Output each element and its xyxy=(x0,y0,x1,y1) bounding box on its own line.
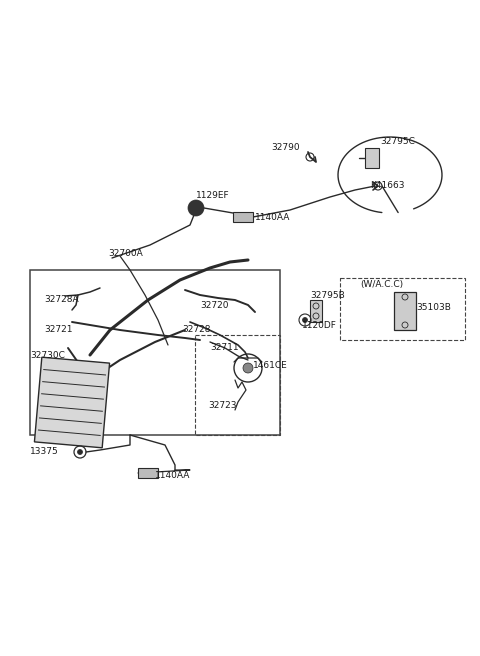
Bar xyxy=(35,358,109,448)
Circle shape xyxy=(77,449,83,455)
Text: 1140AA: 1140AA xyxy=(155,472,191,480)
Bar xyxy=(340,278,465,340)
Bar xyxy=(138,468,158,478)
Text: 32795C: 32795C xyxy=(380,138,415,146)
Bar xyxy=(30,270,280,435)
Text: 32728: 32728 xyxy=(182,325,211,335)
Text: 32721: 32721 xyxy=(44,325,72,335)
Bar xyxy=(394,292,416,330)
Text: 1120DF: 1120DF xyxy=(302,321,337,329)
Text: 1140AA: 1140AA xyxy=(255,213,290,222)
Text: 32790: 32790 xyxy=(271,144,300,152)
Text: 32795B: 32795B xyxy=(310,291,345,300)
Bar xyxy=(195,335,280,435)
Text: 1129EF: 1129EF xyxy=(196,190,229,199)
Text: 32723: 32723 xyxy=(208,401,237,409)
Text: 32728A: 32728A xyxy=(44,295,79,304)
Circle shape xyxy=(188,200,204,216)
Text: 35103B: 35103B xyxy=(416,302,451,312)
Text: (W/A.C.C): (W/A.C.C) xyxy=(360,281,403,289)
Bar xyxy=(233,212,253,222)
Text: 32700A: 32700A xyxy=(108,249,143,258)
Text: K41663: K41663 xyxy=(370,180,405,190)
Circle shape xyxy=(243,363,253,373)
Text: 13375: 13375 xyxy=(30,447,59,457)
Text: 1461CE: 1461CE xyxy=(253,361,288,369)
Bar xyxy=(365,148,379,168)
Circle shape xyxy=(302,318,308,323)
Bar xyxy=(310,300,322,322)
Text: 32720: 32720 xyxy=(200,302,228,310)
Text: 32730C: 32730C xyxy=(30,350,65,359)
Text: 32711: 32711 xyxy=(210,344,239,352)
